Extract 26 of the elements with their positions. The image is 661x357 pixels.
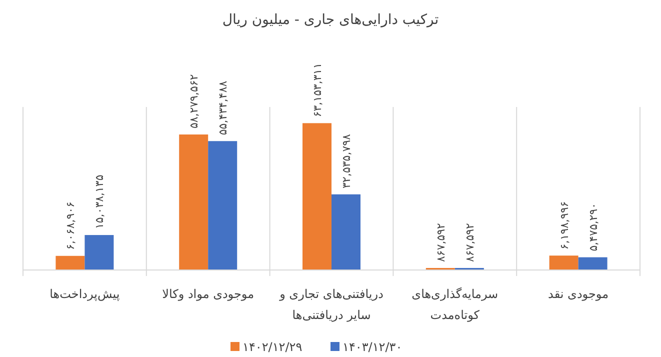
bar bbox=[208, 141, 238, 270]
data-label: ۱۵,۰۳۸,۱۳۵ bbox=[93, 174, 106, 230]
bar bbox=[578, 257, 608, 270]
x-tick-label: دریافتنی‌های تجاری و سایر دریافتنی‌ها bbox=[278, 287, 384, 322]
x-tick-label: موجودی مواد وکالا bbox=[162, 287, 254, 301]
data-label: ۵۵,۴۳۴,۴۸۸ bbox=[216, 80, 230, 136]
bar bbox=[549, 256, 578, 270]
x-tick-label: موجودی نقد bbox=[548, 287, 609, 301]
x-tick-label: پیش‌پرداخت‌ها bbox=[50, 287, 120, 301]
chart-title: ترکیب دارایی‌های جاری - میلیون ریال bbox=[222, 12, 439, 28]
x-tick-label: سرمایه‌گذاری‌های کوتاه‌مدت bbox=[412, 287, 498, 322]
legend-label: ۱۴۰۲/۱۲/۲۹ bbox=[242, 340, 302, 354]
data-label: ۸۶۷,۵۹۲ bbox=[434, 222, 448, 262]
data-label: ۶,۱۹۸,۹۹۶ bbox=[558, 201, 571, 250]
data-label: ۳۲,۵۳۵,۷۹۸ bbox=[340, 134, 353, 188]
bar bbox=[56, 256, 85, 270]
data-label: ۵,۴۷۵,۲۹۰ bbox=[586, 202, 600, 252]
bar bbox=[84, 235, 114, 270]
data-label: ۶۳,۱۵۳,۳۱۱ bbox=[311, 62, 324, 118]
bar bbox=[179, 134, 208, 270]
legend-label: ۱۴۰۳/۱۲/۳۰ bbox=[342, 340, 402, 354]
data-label: ۵۸,۲۷۹,۵۶۲ bbox=[188, 74, 201, 128]
bar bbox=[302, 123, 332, 270]
data-label: ۶,۰۶۸,۹۰۶ bbox=[64, 202, 78, 250]
data-label: ۸۶۷,۵۹۲ bbox=[463, 222, 476, 262]
bar bbox=[332, 194, 360, 270]
